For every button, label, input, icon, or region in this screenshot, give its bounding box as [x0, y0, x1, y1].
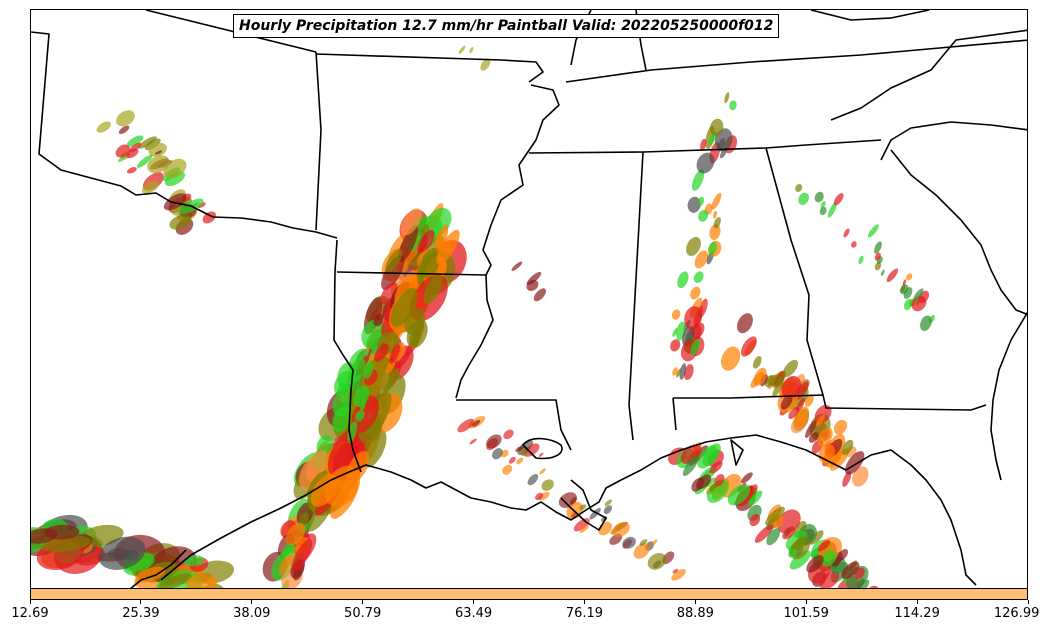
- border-ky-in: [811, 10, 929, 20]
- paintball-blob: [880, 269, 885, 276]
- paintball-blob: [728, 100, 737, 111]
- paintball-blob: [712, 210, 718, 219]
- paintball-blob: [675, 270, 690, 290]
- paintball-blob: [872, 240, 883, 254]
- colorbar-tick-label: 38.09: [233, 606, 270, 621]
- paintball-blob: [469, 47, 475, 54]
- colorbar-tick-label: 88.89: [677, 606, 714, 621]
- paintball-blob: [738, 334, 760, 359]
- colorbar-tick: [473, 600, 474, 604]
- paintball-blob: [723, 92, 730, 104]
- colorbar-tick: [917, 600, 918, 604]
- paintball-blob: [538, 452, 544, 458]
- colorbar-tick-label: 114.29: [894, 606, 940, 621]
- colorbar: [30, 588, 1028, 600]
- border-ky-tn: [566, 40, 1028, 82]
- colorbar-tick: [1028, 600, 1029, 604]
- paintball-blob: [95, 119, 113, 135]
- paintball-blob: [526, 472, 541, 487]
- colorbar-tick-label: 25.39: [122, 606, 159, 621]
- colorbar-tick-label: 101.59: [783, 606, 829, 621]
- paintball-blob: [539, 477, 556, 493]
- paintball-blob: [739, 471, 754, 486]
- border-tn-south: [529, 145, 806, 153]
- atlantic-coastline: [991, 310, 1028, 480]
- paintball-blob: [510, 260, 523, 272]
- precipitation-paintball-layer: [31, 45, 936, 589]
- border-al-fl-west: [673, 398, 676, 430]
- colorbar-tick-label: 12.69: [11, 606, 48, 621]
- paintball-blob: [734, 310, 756, 335]
- paintball-blob: [515, 456, 524, 465]
- border-ga-nc: [806, 140, 881, 145]
- paintball-blob: [508, 456, 517, 465]
- paintball-blob: [842, 228, 851, 239]
- paintball-blob: [751, 355, 763, 370]
- map-canvas: [31, 10, 1028, 589]
- border-ga-sc: [881, 122, 1028, 160]
- border-ms-al: [629, 152, 643, 440]
- paintball-blob: [458, 45, 467, 55]
- paintball-blob: [794, 183, 804, 194]
- colorbar-tick: [806, 600, 807, 604]
- border-mo-ar: [316, 54, 543, 82]
- colorbar-tick: [251, 600, 252, 604]
- colorbar-tick-label: 126.99: [994, 606, 1040, 621]
- paintball-blob: [796, 191, 811, 207]
- map-title: Hourly Precipitation 12.7 mm/hr Paintbal…: [233, 14, 779, 38]
- border-al-fl: [673, 395, 986, 410]
- paintball-blob: [709, 191, 723, 211]
- colorbar-tick: [140, 600, 141, 604]
- paintball-blob: [717, 343, 744, 373]
- paintball-blob: [850, 240, 858, 248]
- paintball-blob: [469, 438, 478, 446]
- paintball-blob: [538, 467, 547, 475]
- paintball-blob: [500, 463, 514, 477]
- colorbar-tick: [30, 600, 31, 604]
- colorbar-tick-label: 63.49: [455, 606, 492, 621]
- state-borders: [31, 10, 1028, 589]
- paintball-blob: [692, 270, 706, 285]
- border-ok-ar: [316, 52, 321, 230]
- paintball-blob: [885, 267, 900, 284]
- paintball-blob: [501, 428, 515, 441]
- colorbar-tick-label: 76.19: [566, 606, 603, 621]
- colorbar-tick: [362, 600, 363, 604]
- paintball-blob: [866, 223, 880, 239]
- border-al-ga: [766, 148, 823, 395]
- paintball-blob: [126, 166, 138, 175]
- map-panel: [30, 9, 1028, 589]
- paintball-blob: [669, 567, 687, 583]
- paintball-blob: [670, 308, 681, 321]
- paintball-blob: [595, 519, 614, 538]
- colorbar-tick: [695, 600, 696, 604]
- paintball-blob: [857, 255, 864, 265]
- paintball-blob: [644, 550, 669, 574]
- mississippi-river: [456, 85, 559, 398]
- colorbar-tick: [584, 600, 585, 604]
- mobile-bay: [731, 440, 743, 465]
- paintball-blob: [602, 504, 614, 516]
- colorbar-tick-label: 50.79: [344, 606, 381, 621]
